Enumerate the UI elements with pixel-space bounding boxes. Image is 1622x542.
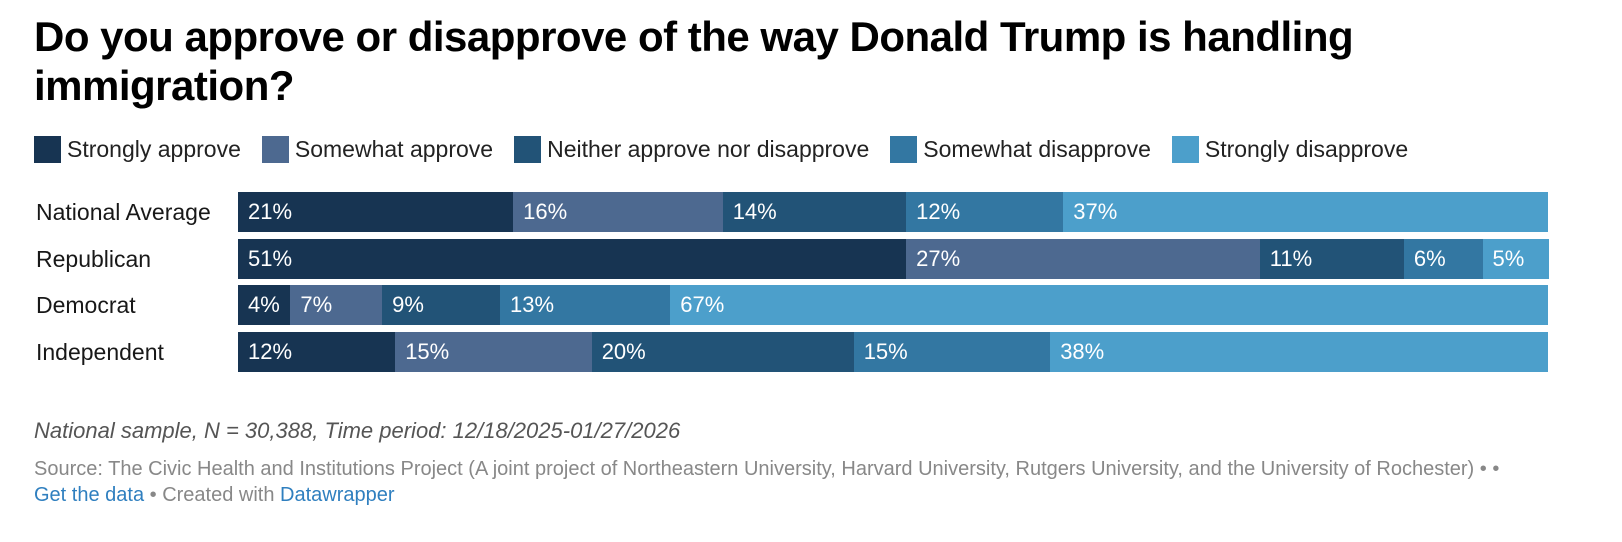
bar-row: National Average 21% 16% 14% 12% 37% [0,192,1622,232]
bar-track: 12% 15% 20% 15% 38% [238,331,1549,372]
bar-segment: 67% [670,285,1549,325]
stacked-bar-chart: National Average 21% 16% 14% 12% 37% Republica… [0,192,1622,382]
data-label: 9% [392,292,424,317]
bar-segment: 16% [513,192,724,232]
bar-segment: 27% [906,238,1261,279]
legend-label: Somewhat approve [294,135,494,162]
data-label: 20% [601,338,646,364]
chart-notes: National sample, N = 30,388, Time period… [34,418,681,443]
data-label: 13% [510,292,555,317]
data-label: 12% [248,338,293,364]
bar-segment: 14% [722,192,907,232]
bar-track: 51% 27% 11% 6% 5% [238,238,1549,279]
legend-item-neither: Neither approve nor disapprove [514,135,870,163]
get-the-data-link[interactable]: Get the data [34,484,145,506]
data-label: 37% [1073,199,1118,224]
data-label: 16% [523,199,568,224]
bar-segment: 37% [1063,192,1549,232]
legend-label: Strongly approve [67,135,241,162]
legend-label: Neither approve nor disapprove [547,135,870,162]
data-label: 15% [863,338,908,364]
legend-swatch [34,135,61,163]
bar-segment: 7% [290,285,383,325]
legend: Strongly approve Somewhat approve Neithe… [34,134,1429,164]
legend-label: Strongly disapprove [1204,135,1409,162]
bar-row: Republican 51% 27% 11% 6% 5% [0,238,1622,279]
legend-swatch [890,135,918,163]
bar-track: 21% 16% 14% 12% 37% [238,192,1549,232]
source-text: Source: The Civic Health and Institution… [34,458,1500,480]
datawrapper-link[interactable]: Datawrapper [280,484,395,506]
legend-item-somewhat-disapprove: Somewhat disapprove [890,135,1151,163]
chart-title: Do you approve or disapprove of the way … [34,13,1354,109]
data-label: 67% [680,292,725,317]
data-label: 6% [1413,245,1446,271]
data-label: 5% [1492,245,1525,271]
legend-label: Somewhat disapprove [923,135,1151,162]
bar-row: Democrat 4% 7% 9% 13% 67% [0,285,1622,325]
source-separator: • Created with [144,484,281,506]
bar-segment: 12% [906,192,1064,232]
legend-swatch [514,135,542,163]
data-label: 15% [405,338,450,364]
bar-segment: 15% [395,331,593,372]
bar-segment: 9% [382,285,501,325]
data-label: 7% [300,292,333,317]
legend-swatch [261,135,289,163]
data-label: 12% [916,199,961,224]
category-label: National Average [36,199,211,225]
bar-segment: 12% [238,331,396,372]
source-footer: Source: The Civic Health and Institution… [34,456,1534,508]
category-label: Independent [36,338,164,365]
bar-segment: 5% [1482,238,1549,279]
data-label: 4% [248,292,280,317]
data-label: 11% [1269,245,1313,271]
bar-segment: 20% [591,331,855,372]
bar-segment: 21% [238,192,514,232]
data-label: 51% [248,245,293,271]
bar-segment: 38% [1050,331,1549,372]
category-label: Republican [36,245,152,272]
legend-item-strongly-disapprove: Strongly disapprove [1171,135,1409,163]
bar-segment: 6% [1403,238,1483,279]
legend-swatch [1171,135,1199,163]
data-label: 14% [732,199,777,224]
bar-segment: 4% [238,285,291,325]
bar-segment: 15% [853,331,1051,372]
bar-segment: 11% [1259,238,1405,279]
bar-segment: 13% [500,285,671,325]
legend-item-somewhat-approve: Somewhat approve [261,135,494,163]
data-label: 27% [916,245,961,271]
data-label: 21% [248,199,293,224]
bar-row: Independent 12% 15% 20% 15% 38% [0,331,1622,372]
bar-track: 4% 7% 9% 13% 67% [238,285,1549,325]
legend-item-strongly-approve: Strongly approve [34,135,241,163]
bar-segment: 51% [238,238,907,279]
data-label: 38% [1060,338,1105,364]
category-label: Democrat [36,292,136,318]
